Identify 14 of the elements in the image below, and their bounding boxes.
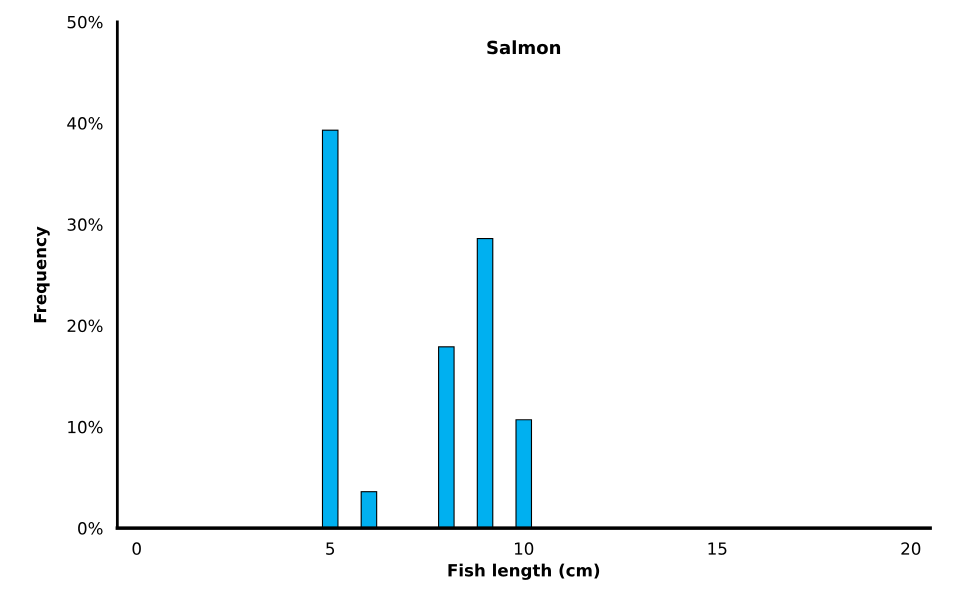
y-tick-label: 40% — [67, 117, 103, 130]
y-axis-title: Frequency — [34, 226, 50, 322]
x-tick-label: 10 — [514, 542, 534, 555]
x-tick-label: 15 — [708, 542, 726, 555]
x-axis-title: Fish length (cm) — [448, 564, 600, 580]
text: Salmon — [487, 40, 560, 54]
y-tick-label: 30% — [68, 218, 103, 231]
y-tick-label: 10% — [68, 420, 103, 434]
x-tick-label: 20 — [901, 542, 920, 555]
x-tick-label: 0 — [132, 542, 141, 555]
y-tick-label: 50% — [68, 16, 103, 28]
y-tick-label: 20% — [68, 320, 103, 332]
y-tick-label: 0% — [78, 522, 103, 535]
x-tick-label: 5 — [326, 542, 334, 555]
